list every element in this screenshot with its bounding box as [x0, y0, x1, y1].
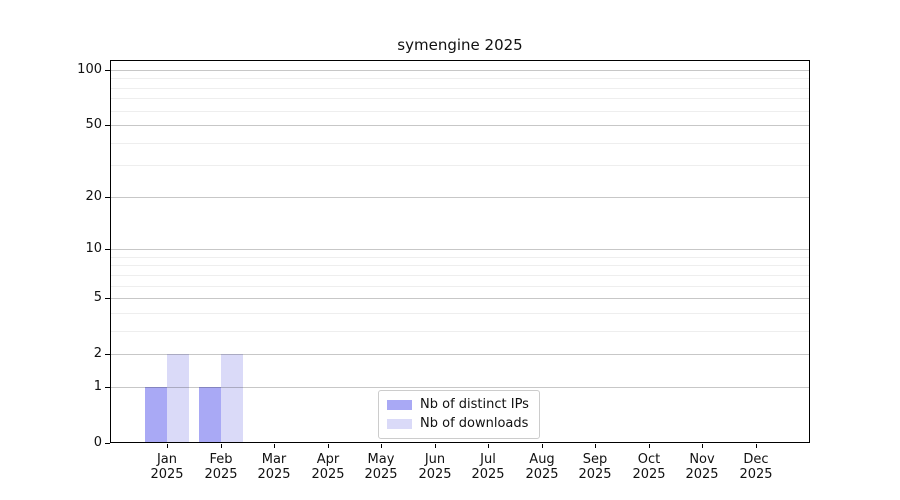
x-tick-mark-jul-2025: [488, 444, 489, 448]
y-tick-mark-10: [105, 249, 110, 250]
x-tick-mark-sep-2025: [595, 444, 596, 448]
gridline-major-20: [111, 197, 809, 198]
bar-nb-of-downloads-jan-2025: [167, 354, 189, 443]
gridline-minor-4: [111, 313, 809, 314]
y-tick-label-5: 5: [93, 290, 102, 305]
gridline-minor-8: [111, 265, 809, 266]
y-tick-label-1: 1: [93, 379, 102, 394]
gridline-minor-30: [111, 165, 809, 166]
x-tick-label-may-2025: May 2025: [364, 452, 398, 482]
gridline-minor-60: [111, 111, 809, 112]
x-tick-mark-aug-2025: [542, 444, 543, 448]
y-tick-mark-5: [105, 298, 110, 299]
gridline-major-10: [111, 249, 809, 250]
x-tick-label-apr-2025: Apr 2025: [311, 452, 345, 482]
y-tick-label-100: 100: [77, 62, 102, 77]
x-tick-mark-jan-2025: [167, 444, 168, 448]
gridline-minor-90: [111, 78, 809, 79]
y-tick-label-10: 10: [85, 241, 102, 256]
gridline-minor-80: [111, 88, 809, 89]
legend-label-downloads: Nb of downloads: [420, 416, 529, 431]
x-tick-label-nov-2025: Nov 2025: [685, 452, 719, 482]
gridline-minor-7: [111, 275, 809, 276]
x-tick-mark-apr-2025: [328, 444, 329, 448]
x-tick-label-jun-2025: Jun 2025: [418, 452, 452, 482]
legend: Nb of distinct IPs Nb of downloads: [378, 390, 540, 439]
y-tick-label-20: 20: [85, 189, 102, 204]
x-tick-mark-nov-2025: [702, 444, 703, 448]
gridline-minor-6: [111, 286, 809, 287]
x-tick-label-dec-2025: Dec 2025: [739, 452, 773, 482]
gridline-major-50: [111, 125, 809, 126]
gridline-minor-70: [111, 98, 809, 99]
chart-title: symengine 2025: [397, 36, 523, 54]
x-tick-mark-dec-2025: [756, 444, 757, 448]
gridline-major-2: [111, 354, 809, 355]
legend-label-distinct-ips: Nb of distinct IPs: [420, 397, 529, 412]
x-tick-label-jan-2025: Jan 2025: [150, 452, 184, 482]
x-tick-label-sep-2025: Sep 2025: [578, 452, 612, 482]
gridline-minor-40: [111, 143, 809, 144]
x-tick-label-mar-2025: Mar 2025: [257, 452, 291, 482]
gridline-major-100: [111, 70, 809, 71]
y-tick-label-50: 50: [85, 117, 102, 132]
x-tick-mark-may-2025: [381, 444, 382, 448]
legend-swatch-distinct-ips: [387, 400, 412, 410]
x-tick-mark-jun-2025: [435, 444, 436, 448]
bar-nb-of-distinct-ips-jan-2025: [145, 386, 167, 443]
x-tick-label-aug-2025: Aug 2025: [525, 452, 559, 482]
gridline-minor-3: [111, 331, 809, 332]
y-tick-mark-2: [105, 354, 110, 355]
gridline-major-1: [111, 387, 809, 388]
legend-item-distinct-ips: Nb of distinct IPs: [387, 397, 529, 413]
y-tick-mark-0: [105, 443, 110, 444]
x-tick-mark-mar-2025: [274, 444, 275, 448]
y-tick-mark-50: [105, 125, 110, 126]
bar-nb-of-downloads-feb-2025: [220, 354, 243, 443]
plot-frame: [110, 60, 810, 443]
gridline-minor-9: [111, 257, 809, 258]
x-tick-mark-feb-2025: [221, 444, 222, 448]
gridline-major-5: [111, 298, 809, 299]
legend-swatch-downloads: [387, 419, 412, 429]
y-tick-mark-20: [105, 197, 110, 198]
y-tick-label-2: 2: [93, 346, 102, 361]
y-tick-mark-100: [105, 70, 110, 71]
y-tick-mark-1: [105, 387, 110, 388]
x-tick-label-oct-2025: Oct 2025: [632, 452, 666, 482]
legend-item-downloads: Nb of downloads: [387, 416, 529, 432]
bar-nb-of-distinct-ips-feb-2025: [198, 386, 221, 443]
x-tick-mark-oct-2025: [649, 444, 650, 448]
x-tick-label-jul-2025: Jul 2025: [471, 452, 505, 482]
y-tick-label-0: 0: [93, 435, 102, 450]
x-tick-label-feb-2025: Feb 2025: [204, 452, 238, 482]
